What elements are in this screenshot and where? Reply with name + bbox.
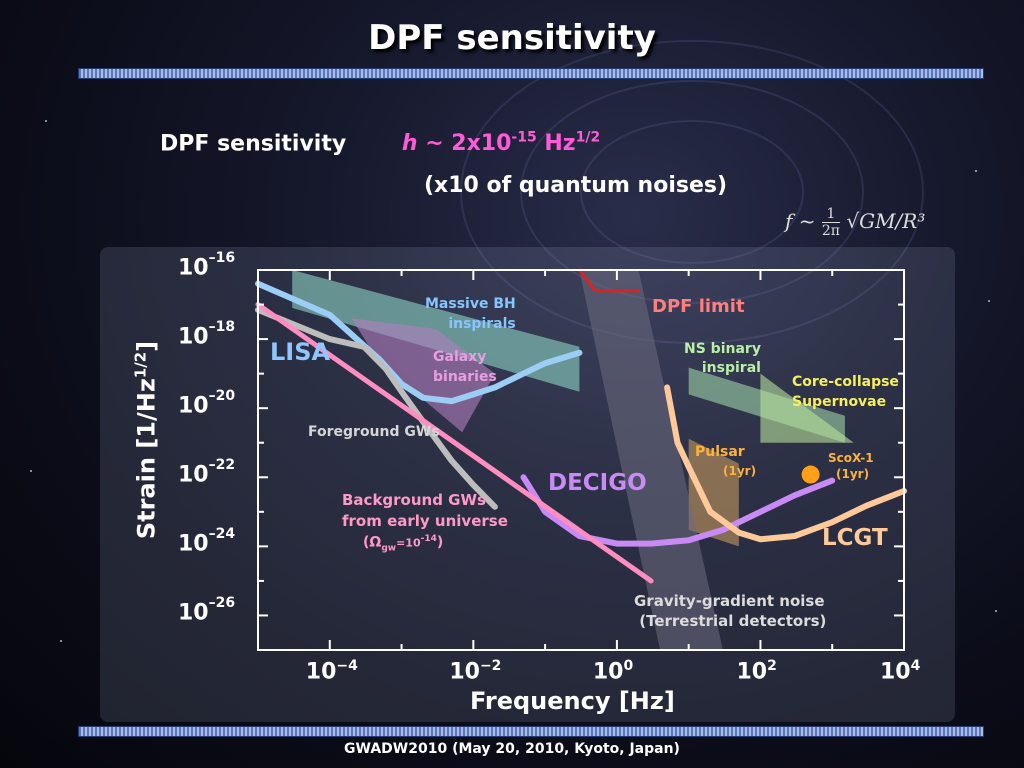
- massive-bh-label: Massive BH inspirals: [425, 296, 516, 332]
- formula-lhs: f ~: [785, 209, 816, 233]
- quantum-noise-note: (x10 of quantum noises): [424, 173, 728, 198]
- lisa-label: LISA: [270, 338, 331, 366]
- background-label: Background GWs from early universe: [342, 491, 508, 530]
- sensitivity-unit-exponent: 1/2: [575, 130, 601, 146]
- pulsar-label: Pulsar: [695, 444, 745, 460]
- scox-1-point: [801, 465, 820, 484]
- x-axis-label: Frequency [Hz]: [470, 687, 675, 715]
- foreground-label: Foreground GWs: [308, 424, 440, 440]
- sensitivity-value: h ~ 2x10-15 Hz1/2: [401, 130, 601, 157]
- x-tick-exp: 0: [623, 658, 634, 674]
- x-tick-label: 104: [880, 658, 920, 684]
- star: [45, 120, 47, 122]
- x-tick-base: 10: [449, 659, 480, 685]
- y-tick-exp: –16: [208, 250, 236, 266]
- background-ring: [580, 120, 804, 264]
- x-tick-label: 100: [593, 658, 633, 684]
- y-axis-label-close: ]: [132, 340, 161, 352]
- y-axis-label-main: Strain [1/Hz: [132, 378, 161, 540]
- star: [60, 640, 62, 642]
- plot-frame: [257, 269, 905, 651]
- omega-mid: =10: [396, 536, 421, 550]
- background-ring: [460, 40, 924, 344]
- bottom-divider: [78, 726, 984, 737]
- omega-label: (Ωgw=10-14): [363, 534, 443, 553]
- y-axis-label-exp: 1/2: [131, 351, 150, 379]
- y-tick-label: 10–16: [178, 250, 235, 281]
- x-tick-base: 10: [305, 659, 337, 685]
- dpf-limit-curve: [577, 268, 640, 293]
- y-tick-label: 10–18: [178, 319, 235, 350]
- y-tick-base: 10: [178, 324, 209, 350]
- decigo-curve: [520, 474, 836, 547]
- core-collapse-supernovae-region: [760, 373, 854, 443]
- ns-binary-label: NS binary inspiral: [684, 341, 761, 376]
- dpf-limit-label: DPF limit: [652, 296, 745, 317]
- star: [995, 610, 997, 612]
- x-tick-label: 10−4: [306, 658, 358, 684]
- background-ring: [520, 80, 864, 304]
- strain-symbol: h: [401, 131, 418, 157]
- y-tick-exp: –20: [208, 388, 236, 405]
- x-tick-exp: −2: [479, 658, 502, 674]
- x-tick-label: 102: [736, 658, 776, 684]
- sensitivity-unit: Hz: [544, 131, 576, 157]
- omega-subscript: gw: [381, 543, 397, 554]
- y-tick-exp: –24: [208, 526, 236, 543]
- omega-exponent: -14: [420, 534, 437, 544]
- x-tick-exp: −4: [336, 658, 358, 674]
- y-tick-base: 10: [178, 600, 209, 626]
- star: [975, 170, 977, 172]
- galaxy-binaries-label: Galaxy binaries: [433, 349, 497, 385]
- omega-open: (Ω: [363, 534, 382, 551]
- x-tick-base: 10: [736, 659, 768, 685]
- footer-text: GWADW2010 (May 20, 2010, Kyoto, Japan): [344, 741, 680, 757]
- gravity-gradient-label: Gravity-gradient noise (Terrestrial dete…: [634, 592, 827, 630]
- foreground-gws-curve: [255, 306, 498, 510]
- gravity-gradient-noise-region: [579, 270, 723, 650]
- pulsar-region: [688, 438, 739, 547]
- decigo-label: DECIGO: [548, 470, 647, 496]
- y-tick-exp: –18: [208, 319, 236, 336]
- formula-fraction: 1 2π: [821, 206, 840, 239]
- x-tick-label: 10−2: [449, 658, 501, 684]
- lcgt-curve: [664, 384, 907, 543]
- sensitivity-label: DPF sensitivity: [160, 131, 347, 157]
- formula-rhs: √GM/R³: [846, 209, 926, 233]
- y-tick-label: 10–20: [178, 388, 235, 419]
- x-tick-base: 10: [592, 659, 624, 685]
- y-axis-label: Strain [1/Hz1/2]: [132, 341, 161, 539]
- x-tick-base: 10: [880, 659, 911, 685]
- y-tick-label: 10–26: [178, 595, 235, 626]
- y-tick-label: 10–24: [178, 526, 235, 557]
- formula-denominator: 2π: [821, 222, 840, 239]
- sensitivity-line: DPF sensitivity h ~ 2x10-15 Hz1/2: [160, 130, 600, 156]
- star: [988, 300, 990, 302]
- galaxy-binaries-region: [351, 318, 495, 433]
- scox1-label: ScoX-1: [828, 451, 874, 465]
- lcgt-label: LCGT: [822, 525, 888, 551]
- sensitivity-number: ~ 2x10: [425, 131, 512, 157]
- star: [30, 470, 32, 472]
- omega-close: ): [436, 534, 444, 551]
- scox1-sublabel: (1yr): [836, 467, 870, 481]
- y-tick-base: 10: [178, 393, 209, 419]
- formula-numerator: 1: [826, 206, 836, 222]
- y-tick-base: 10: [178, 255, 209, 281]
- y-tick-label: 10–22: [178, 457, 235, 488]
- top-divider: [78, 68, 984, 79]
- y-tick-base: 10: [178, 462, 209, 488]
- core-collapse-label: Core-collapse Supernovae: [792, 374, 899, 410]
- x-tick-exp: 4: [910, 658, 921, 674]
- y-tick-exp: –22: [208, 457, 236, 474]
- slide-title: DPF sensitivity: [368, 18, 656, 58]
- x-tick-exp: 2: [767, 658, 777, 674]
- sensitivity-exponent: -15: [511, 130, 537, 146]
- pulsar-sublabel: (1yr): [723, 464, 757, 478]
- frequency-formula: f ~ 1 2π √GM/R³: [785, 206, 925, 239]
- y-tick-base: 10: [178, 531, 209, 557]
- y-tick-exp: –26: [208, 595, 236, 612]
- background-gws-from-early-universe-curve: [255, 302, 654, 584]
